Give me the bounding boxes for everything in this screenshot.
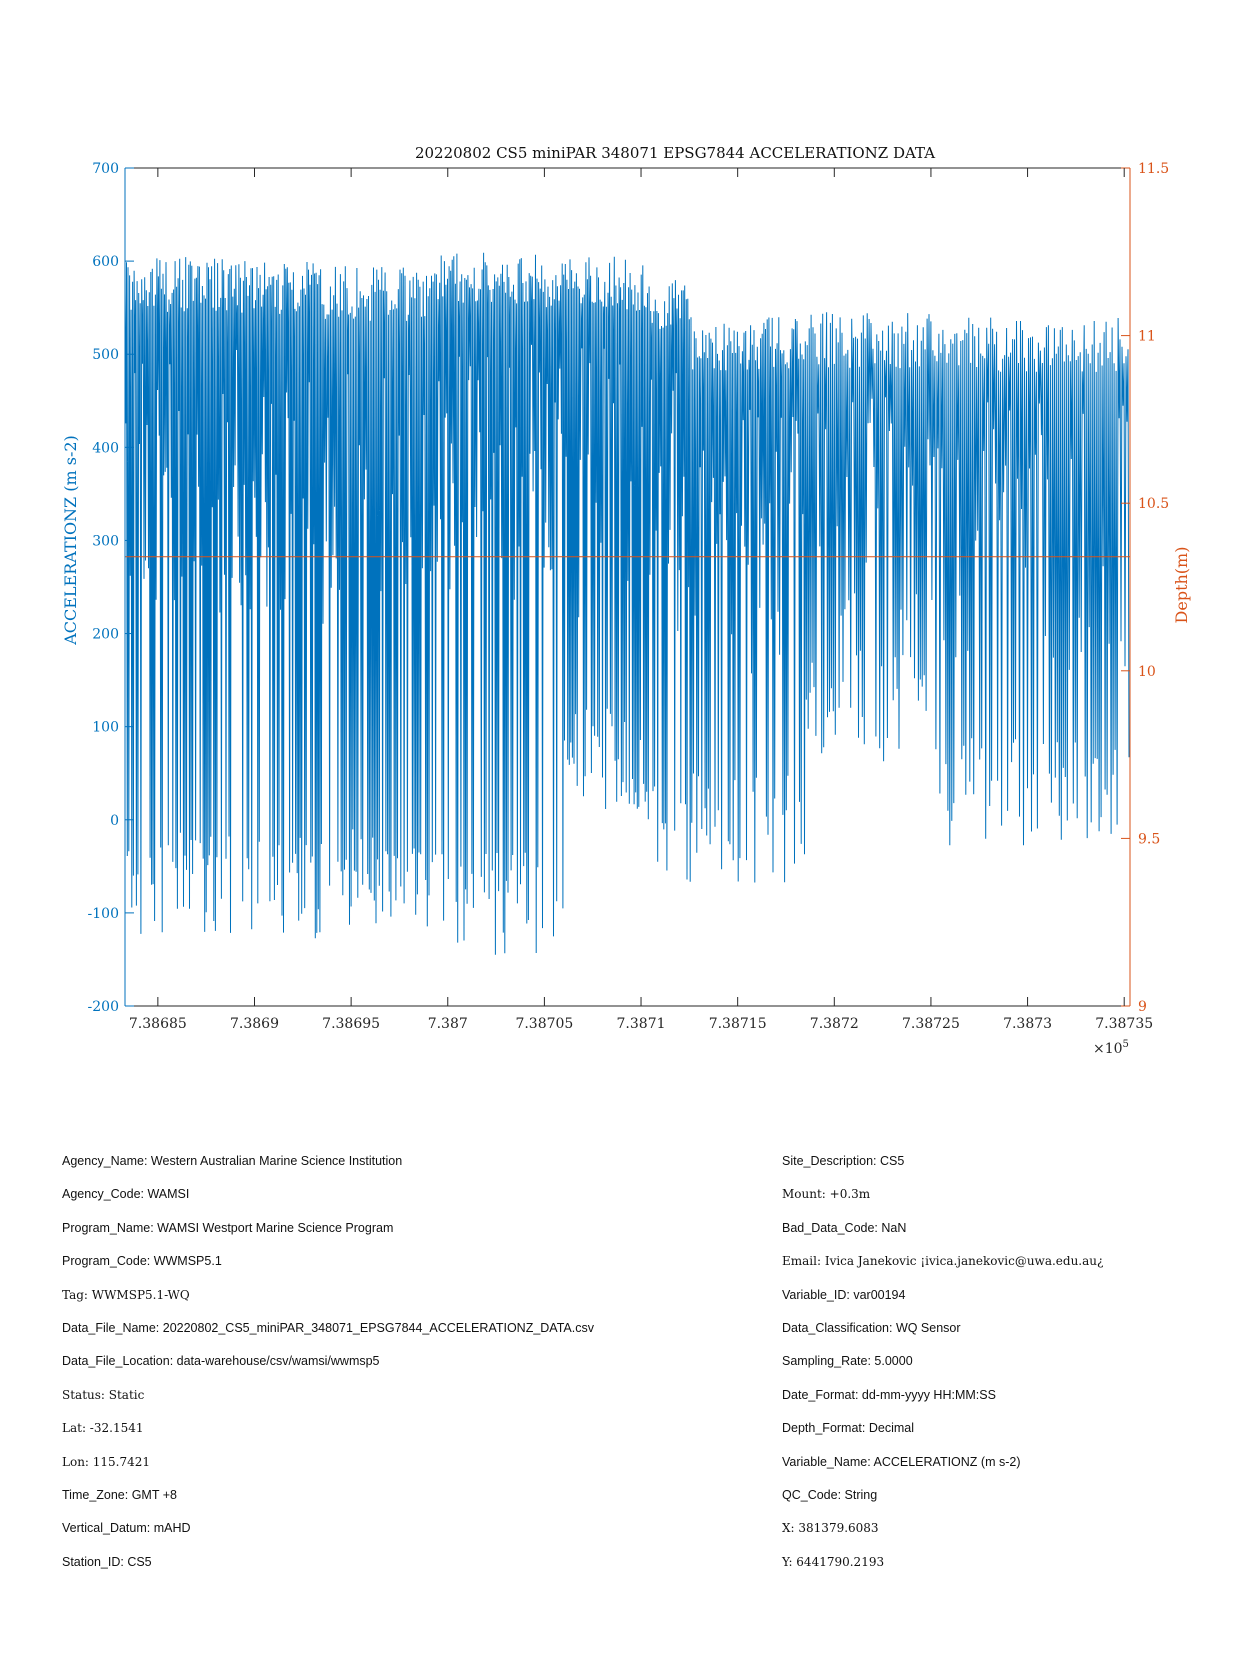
- chart: 20220802 CS5 miniPAR 348071 EPSG7844 ACC…: [61, 144, 1191, 1057]
- y-tick-label: 100: [92, 720, 119, 736]
- metadata-right-item: Email: Ivica Janekovic ¡ivica.janekovic@…: [782, 1254, 1104, 1269]
- metadata-left-item: Program_Code: WWMSP5.1: [62, 1254, 222, 1269]
- x-tick-label: 7.38705: [515, 1016, 573, 1032]
- metadata-left-item: Data_File_Name: 20220802_CS5_miniPAR_348…: [62, 1321, 594, 1335]
- y-axis: -200 -100 0 100 200 300 400 500 600 700: [88, 161, 134, 1015]
- y2-tick-label: 11: [1138, 329, 1156, 345]
- metadata-right-item: Site_Description: CS5: [782, 1154, 905, 1168]
- metadata-right-item: QC_Code: String: [782, 1488, 878, 1502]
- metadata-left-item: Agency_Name: Western Australian Marine S…: [62, 1154, 403, 1168]
- y2-tick-label: 10.5: [1138, 496, 1169, 512]
- metadata-left-item: Time_Zone: GMT +8: [62, 1488, 177, 1502]
- metadata-left-item: Status: Static: [62, 1387, 145, 1402]
- y-tick-label: 400: [92, 440, 119, 456]
- x-exponent-power: 5: [1123, 1039, 1129, 1050]
- x-tick-label: 7.38685: [129, 1016, 187, 1032]
- metadata-right-item: Bad_Data_Code: NaN: [782, 1220, 907, 1235]
- y-tick-label: 300: [92, 533, 119, 549]
- chart-title: 20220802 CS5 miniPAR 348071 EPSG7844 ACC…: [415, 144, 935, 162]
- y2-tick-label: 11.5: [1138, 161, 1169, 177]
- metadata-right-item: Y: 6441790.2193: [782, 1554, 885, 1569]
- y2-axis-label: Depth(m): [1172, 547, 1191, 624]
- metadata-left-item: Tag: WWMSP5.1-WQ: [62, 1287, 190, 1302]
- x-axis: 7.38685 7.3869 7.38695 7.387 7.38705 7.3871 7.…: [129, 168, 1153, 1032]
- metadata-left-item: Program_Name: WAMSI Westport Marine Scie…: [62, 1220, 394, 1235]
- y2-tick-label: 10: [1138, 664, 1156, 680]
- metadata-left-item: Agency_Code: WAMSI: [62, 1187, 190, 1202]
- x-tick-label: 7.38715: [709, 1016, 767, 1032]
- y-axis-label: ACCELERATIONZ (m s-2): [61, 435, 80, 646]
- metadata-right-item: Variable_ID: var00194: [782, 1287, 906, 1302]
- metadata-left-item: Station_ID: CS5: [62, 1554, 152, 1569]
- x-tick-label: 7.3872: [810, 1016, 859, 1032]
- x-tick-label: 7.38695: [322, 1016, 380, 1032]
- x-exponent-base: ×10: [1093, 1041, 1123, 1057]
- y-tick-label: 500: [92, 347, 119, 363]
- x-tick-label: 7.387: [428, 1016, 468, 1032]
- metadata-right-item: Variable_Name: ACCELERATIONZ (m s-2): [782, 1454, 1021, 1469]
- metadata-right-item: X: 381379.6083: [782, 1521, 879, 1536]
- y2-tick-label: 9: [1138, 999, 1147, 1015]
- x-tick-label: 7.3869: [230, 1016, 279, 1032]
- y-tick-label: 700: [92, 161, 119, 177]
- metadata-right-item: Sampling_Rate: 5.0000: [782, 1354, 913, 1369]
- metadata-left-item: Lat: -32.1541: [62, 1421, 144, 1436]
- y-tick-label: 600: [92, 254, 119, 270]
- acceleration-series-line: [124, 252, 1130, 955]
- metadata-left-item: Lon: 115.7421: [62, 1454, 151, 1469]
- y2-axis: 9 9.5 10 10.5 11 11.5: [1121, 161, 1169, 1015]
- y-tick-label: -200: [88, 999, 119, 1015]
- x-tick-label: 7.38725: [902, 1016, 960, 1032]
- x-exponent-label: ×105: [1093, 1039, 1129, 1057]
- x-tick-label: 7.3871: [617, 1016, 666, 1032]
- metadata-right-item: Depth_Format: Decimal: [782, 1421, 914, 1436]
- metadata-right-item: Mount: +0.3m: [782, 1187, 871, 1202]
- plot-area: [124, 167, 1131, 1007]
- y-tick-label: 200: [92, 627, 119, 643]
- metadata-left-item: Data_File_Location: data-warehouse/csv/w…: [62, 1354, 380, 1369]
- y-tick-label: 0: [110, 813, 119, 829]
- y2-tick-label: 9.5: [1138, 831, 1160, 847]
- x-tick-label: 7.3873: [1003, 1016, 1052, 1032]
- metadata-left-item: Vertical_Datum: mAHD: [62, 1521, 191, 1536]
- y-tick-label: -100: [88, 906, 119, 922]
- metadata-right-item: Date_Format: dd-mm-yyyy HH:MM:SS: [782, 1387, 996, 1402]
- x-tick-label: 7.38735: [1095, 1016, 1153, 1032]
- metadata-right-item: Data_Classification: WQ Sensor: [782, 1321, 961, 1335]
